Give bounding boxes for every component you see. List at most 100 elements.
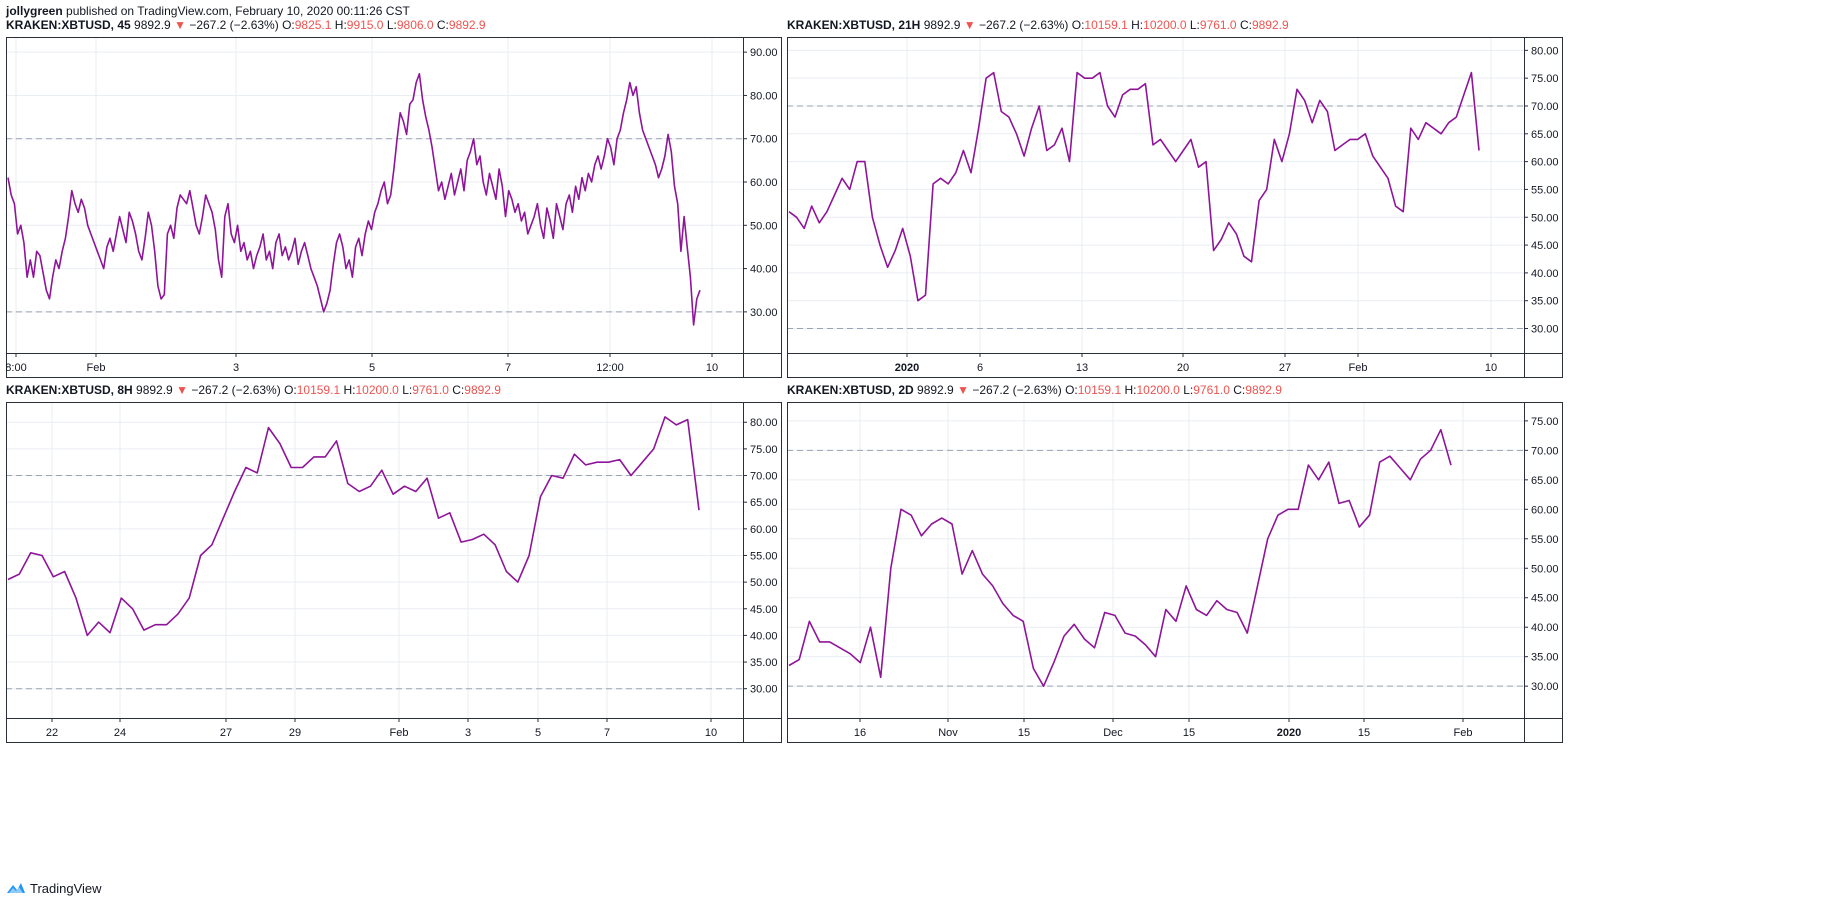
y-tick-label: 55.00	[1531, 184, 1559, 196]
last-price: 9892.9	[136, 383, 173, 397]
price-change: −267.2 (−2.63%)	[191, 383, 281, 397]
x-tick-label: 5	[369, 362, 375, 374]
y-tick-label: 80.00	[750, 417, 778, 429]
y-tick-label: 40.00	[750, 630, 778, 642]
x-tick-label: Feb	[390, 727, 409, 739]
grid	[6, 37, 743, 353]
ohlc-key-l: L:	[1183, 383, 1194, 397]
ohlc-key-l: L:	[402, 383, 413, 397]
published-text: published on TradingView.com, February 1…	[66, 4, 410, 18]
y-tick-label: 45.00	[1531, 593, 1559, 605]
x-tick-label: 3	[233, 362, 239, 374]
chart-border	[6, 37, 782, 378]
chart-svg-45[interactable]: 30.00 40.00 50.00 60.00 70.00 80.00 90.00 8:00 F…	[6, 37, 782, 378]
series-line[interactable]	[788, 71, 1480, 302]
price-change: −267.2 (−2.63%)	[978, 18, 1069, 32]
chart-svg-8h[interactable]: 30.00 35.00 40.00 45.00 50.00 55.00 60.00 65.00…	[6, 402, 782, 743]
x-tick-label: Feb	[1349, 362, 1368, 374]
ohlc-value-l: 9806.0	[396, 18, 434, 32]
y-tick-label: 30.00	[750, 307, 778, 319]
symbol-label: KRAKEN:XBTUSD, 21H	[787, 18, 921, 32]
chart-border	[787, 402, 1563, 743]
x-tick-label: 15	[1183, 727, 1195, 739]
x-tick-label: 24	[114, 727, 126, 739]
chart-svg-2d[interactable]: 30.00 35.00 40.00 45.00 50.00 55.00 60.00 65.00…	[787, 402, 1563, 743]
chart-header-21h: KRAKEN:XBTUSD, 21H 9892.9 ▼ −267.2 (−2.6…	[787, 18, 1289, 32]
y-tick-label: 45.00	[1531, 240, 1559, 252]
ohlc-value-o: 9825.1	[294, 18, 332, 32]
x-tick-label: 2020	[1277, 727, 1301, 739]
price-change: −267.2 (−2.63%)	[972, 383, 1062, 397]
ohlc-value-c: 9892.9	[1251, 18, 1289, 32]
y-tick-label: 40.00	[750, 264, 778, 276]
ohlc-key-c: C:	[436, 18, 449, 32]
y-tick-label: 50.00	[1531, 563, 1559, 575]
y-tick-label: 30.00	[750, 684, 778, 696]
x-tick-label: Dec	[1103, 727, 1123, 739]
y-tick-label: 35.00	[750, 657, 778, 669]
x-tick-label: 12:00	[596, 362, 624, 374]
ohlc-key-o: O:	[1065, 383, 1078, 397]
ohlc-key-l: L:	[1189, 18, 1200, 32]
footer-brand[interactable]: TradingView	[6, 878, 102, 898]
chart-panel-45[interactable]: 30.00 40.00 50.00 60.00 70.00 80.00 90.00 8:00 F…	[6, 37, 782, 378]
symbol-label: KRAKEN:XBTUSD, 2D	[787, 383, 914, 397]
y-tick-label: 55.00	[1531, 534, 1559, 546]
x-tick-label: 10	[706, 362, 718, 374]
y-tick-label: 75.00	[1531, 73, 1559, 85]
chart-panel-2d[interactable]: 30.00 35.00 40.00 45.00 50.00 55.00 60.00 65.00…	[787, 402, 1563, 743]
ohlc-key-o: O:	[284, 383, 297, 397]
x-tick-label: 27	[220, 727, 232, 739]
x-tick-label: Nov	[938, 727, 958, 739]
y-tick-label: 60.00	[750, 177, 778, 189]
grid	[787, 402, 1524, 718]
y-tick-label: 40.00	[1531, 622, 1559, 634]
series-line[interactable]	[7, 73, 701, 326]
author-name[interactable]: jollygreen	[6, 4, 63, 18]
x-tick-label: 16	[854, 727, 866, 739]
chart-border	[787, 37, 1563, 378]
y-tick-label: 40.00	[1531, 268, 1559, 280]
x-tick-label: 10	[705, 727, 717, 739]
y-tick-label: 70.00	[1531, 101, 1559, 113]
y-tick-label: 65.00	[1531, 475, 1559, 487]
ohlc-key-o: O:	[282, 18, 295, 32]
chart-svg-21h[interactable]: 30.00 35.00 40.00 45.00 50.00 55.00 60.00 65.00…	[787, 37, 1563, 378]
y-tick-label: 60.00	[750, 524, 778, 536]
ohlc-value-h: 10200.0	[355, 383, 399, 397]
y-tick-label: 75.00	[1531, 416, 1559, 428]
y-tick-label: 30.00	[1531, 324, 1559, 336]
y-tick-label: 50.00	[750, 577, 778, 589]
ohlc-value-c: 9892.9	[1245, 383, 1282, 397]
ohlc-value-h: 10200.0	[1136, 383, 1180, 397]
x-tick-label: 2020	[895, 362, 919, 374]
x-tick-label: 8:00	[6, 362, 27, 374]
symbol-label: KRAKEN:XBTUSD, 45	[6, 18, 131, 32]
last-price: 9892.9	[134, 18, 171, 32]
chart-panel-8h[interactable]: 30.00 35.00 40.00 45.00 50.00 55.00 60.00 65.00…	[6, 402, 782, 743]
ohlc-value-h: 9915.0	[346, 18, 384, 32]
x-tick-label: 6	[977, 362, 983, 374]
ohlc-value-c: 9892.9	[448, 18, 486, 32]
grid	[787, 37, 1524, 353]
ohlc-value-o: 10159.1	[1084, 18, 1128, 32]
y-tick-label: 90.00	[750, 47, 778, 59]
x-tick-label: Feb	[1454, 727, 1473, 739]
ohlc-key-c: C:	[1239, 18, 1252, 32]
y-tick-label: 60.00	[1531, 504, 1559, 516]
chart-header-45: KRAKEN:XBTUSD, 45 9892.9 ▼ −267.2 (−2.63…	[6, 18, 486, 32]
down-arrow-icon: ▼	[174, 18, 186, 32]
ohlc-value-l: 9761.0	[412, 383, 449, 397]
y-tick-label: 70.00	[1531, 445, 1559, 457]
ohlc-value-c: 9892.9	[464, 383, 501, 397]
y-tick-label: 70.00	[750, 134, 778, 146]
y-tick-label: 80.00	[750, 90, 778, 102]
x-tick-label: 29	[289, 727, 301, 739]
chart-panel-21h[interactable]: 30.00 35.00 40.00 45.00 50.00 55.00 60.00 65.00…	[787, 37, 1563, 378]
series-line[interactable]	[788, 428, 1452, 687]
x-tick-label: 7	[505, 362, 511, 374]
tradingview-logo-icon	[7, 883, 25, 893]
ohlc-key-o: O:	[1071, 18, 1085, 32]
y-tick-label: 80.00	[1531, 45, 1559, 57]
series-line[interactable]	[7, 416, 700, 637]
